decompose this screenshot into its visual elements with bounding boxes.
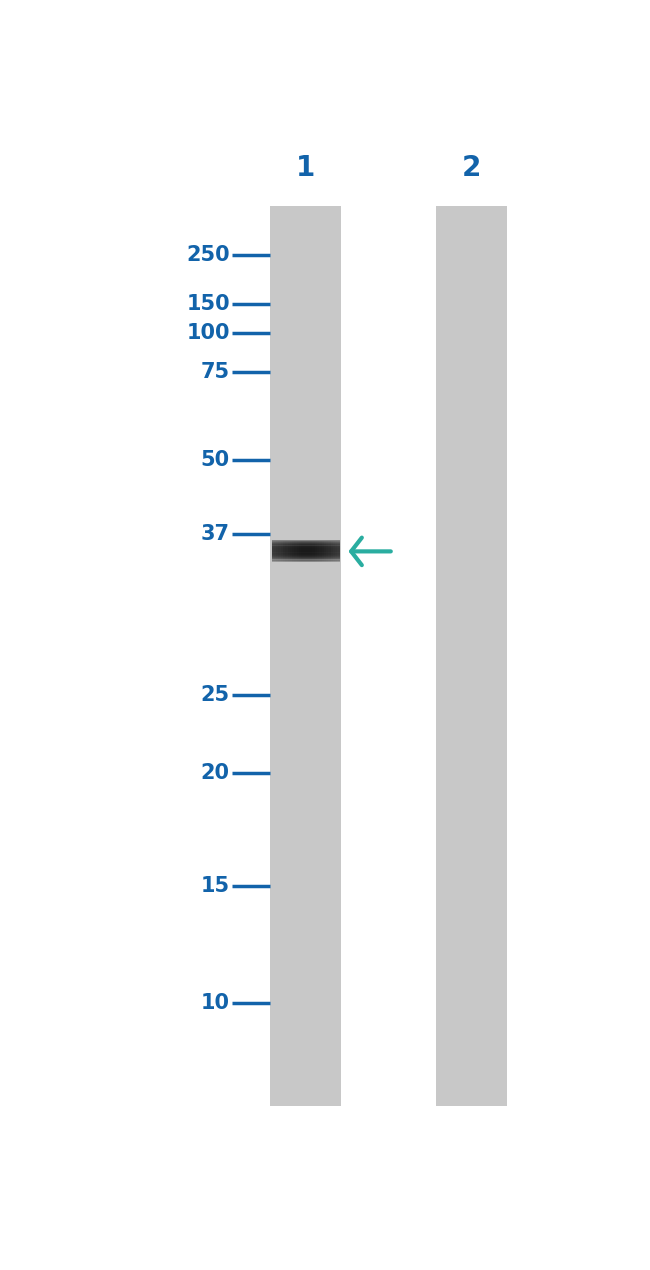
Bar bbox=[283, 541, 285, 563]
Text: 2: 2 bbox=[462, 154, 482, 182]
Bar bbox=[304, 541, 306, 563]
Bar bbox=[272, 558, 340, 560]
Bar bbox=[287, 541, 290, 563]
Text: 250: 250 bbox=[187, 245, 230, 265]
Bar bbox=[299, 541, 301, 563]
Bar bbox=[315, 541, 317, 563]
Bar bbox=[272, 554, 340, 555]
Bar bbox=[322, 541, 324, 563]
Text: 1: 1 bbox=[296, 154, 315, 182]
Bar bbox=[317, 541, 319, 563]
Bar bbox=[272, 556, 340, 558]
Bar bbox=[294, 541, 296, 563]
Text: 15: 15 bbox=[201, 876, 230, 895]
Bar bbox=[272, 559, 340, 560]
Bar bbox=[272, 550, 340, 552]
Bar bbox=[272, 558, 340, 559]
Bar bbox=[272, 542, 340, 544]
Bar bbox=[272, 554, 340, 556]
Bar bbox=[292, 541, 294, 563]
Bar bbox=[331, 541, 333, 563]
Bar bbox=[272, 541, 340, 542]
Bar bbox=[272, 559, 340, 560]
Text: 100: 100 bbox=[187, 324, 230, 343]
Bar bbox=[272, 560, 340, 561]
Bar bbox=[272, 554, 340, 555]
Bar bbox=[272, 541, 340, 542]
Bar bbox=[272, 560, 340, 563]
Bar bbox=[306, 541, 308, 563]
Text: 75: 75 bbox=[201, 362, 230, 382]
Bar bbox=[272, 540, 340, 542]
Bar bbox=[276, 541, 278, 563]
Bar bbox=[272, 544, 340, 546]
Bar bbox=[272, 546, 340, 549]
Bar bbox=[333, 541, 335, 563]
Bar bbox=[319, 541, 322, 563]
Bar bbox=[272, 549, 340, 550]
Bar bbox=[272, 549, 340, 550]
Bar bbox=[272, 546, 340, 547]
Bar bbox=[301, 541, 304, 563]
Bar bbox=[281, 541, 283, 563]
Bar bbox=[272, 545, 340, 546]
Text: 150: 150 bbox=[187, 293, 230, 314]
Text: 50: 50 bbox=[201, 451, 230, 470]
Bar bbox=[272, 540, 340, 541]
Bar bbox=[272, 541, 274, 563]
Bar bbox=[270, 206, 341, 1106]
Bar bbox=[272, 560, 340, 561]
Bar bbox=[324, 541, 326, 563]
Bar bbox=[274, 541, 276, 563]
Bar bbox=[272, 542, 340, 545]
Bar bbox=[285, 541, 287, 563]
Bar bbox=[328, 541, 331, 563]
Bar bbox=[272, 542, 340, 544]
Bar bbox=[308, 541, 310, 563]
Bar bbox=[272, 552, 340, 554]
Bar bbox=[272, 547, 340, 549]
Bar bbox=[272, 556, 340, 559]
Text: 37: 37 bbox=[201, 523, 230, 544]
Text: 10: 10 bbox=[201, 993, 230, 1013]
Bar bbox=[310, 541, 313, 563]
Bar bbox=[436, 206, 507, 1106]
Bar bbox=[290, 541, 292, 563]
Bar bbox=[272, 544, 340, 545]
Bar bbox=[272, 556, 340, 558]
Bar bbox=[272, 555, 340, 556]
Text: 25: 25 bbox=[201, 685, 230, 705]
Text: 20: 20 bbox=[201, 763, 230, 784]
Bar bbox=[326, 541, 328, 563]
Bar bbox=[272, 551, 340, 552]
Bar bbox=[272, 547, 340, 549]
Bar bbox=[272, 550, 340, 551]
Bar bbox=[272, 545, 340, 546]
Bar bbox=[335, 541, 337, 563]
Bar bbox=[272, 555, 340, 556]
Bar bbox=[272, 551, 340, 552]
Bar bbox=[272, 552, 340, 554]
Bar bbox=[313, 541, 315, 563]
Bar bbox=[272, 550, 340, 551]
Bar bbox=[278, 541, 281, 563]
Bar bbox=[296, 541, 299, 563]
Bar bbox=[272, 546, 340, 547]
Bar bbox=[337, 541, 340, 563]
